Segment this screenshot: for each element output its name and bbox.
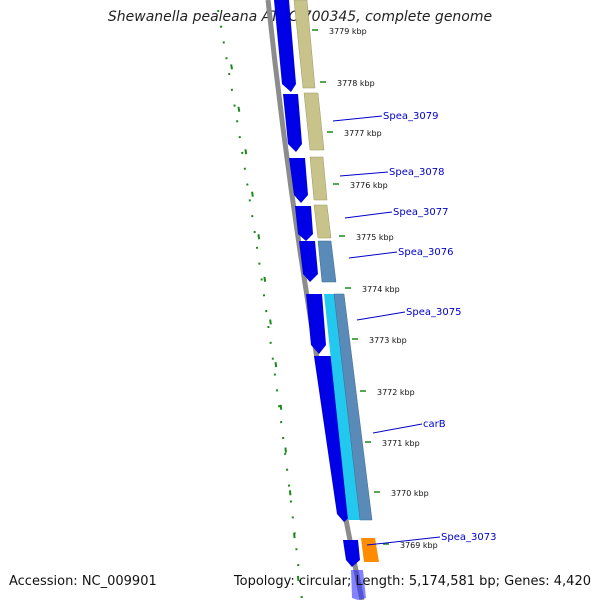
- tick-label: 3771 kbp: [382, 439, 420, 448]
- tick-label: 3774 kbp: [362, 285, 400, 294]
- feature-block-khaki: [309, 156, 328, 201]
- accession-text: Accession: NC_009901: [9, 574, 157, 589]
- gene-label: carB: [423, 419, 446, 430]
- scale-ticks: 3779 kbp 3778 kbp 3777 kbp 3776 kbp 3775 kbp…: [312, 27, 438, 550]
- gene-leader-line: [332, 115, 383, 122]
- gene-label: Spea_3078: [389, 167, 444, 178]
- tick-label: 3778 kbp: [337, 79, 375, 88]
- gene-leader-line: [348, 251, 398, 259]
- tick-label: 3769 kbp: [400, 541, 438, 550]
- feature-block-khaki: [313, 204, 332, 239]
- gene-leader-line: [372, 423, 423, 434]
- feature-block-khaki: [293, 0, 316, 89]
- feature-track: [293, 0, 379, 562]
- gene-label: Spea_3073: [441, 532, 496, 543]
- gene-leader-line: [366, 536, 441, 546]
- gene-leader-line: [356, 311, 406, 321]
- cds-arrow: [314, 356, 353, 522]
- tick-label: 3777 kbp: [344, 129, 382, 138]
- gene-label: Spea_3075: [406, 307, 461, 318]
- cds-arrow: [299, 241, 318, 282]
- feature-block-steel: [333, 293, 373, 521]
- genome-summary-text: Topology: circular; Length: 5,174,581 bp…: [233, 574, 591, 589]
- feature-block-steel: [317, 240, 337, 283]
- gc-content-track: [217, 9, 303, 600]
- tick-label: 3772 kbp: [377, 388, 415, 397]
- cds-arrow: [274, 0, 296, 92]
- cds-arrow: [306, 294, 326, 354]
- tick-label: 3775 kbp: [356, 233, 394, 242]
- tick-label: 3773 kbp: [369, 336, 407, 345]
- feature-block-khaki: [303, 92, 325, 151]
- feature-block-orange: [361, 538, 379, 562]
- gene-leader-line: [339, 171, 389, 177]
- gene-label: Spea_3076: [398, 247, 453, 258]
- gene-leader-line: [344, 211, 393, 219]
- forward-cds-track: [274, 0, 366, 600]
- feature-block-cyan: [324, 294, 360, 520]
- cds-arrow: [295, 206, 313, 241]
- gene-labels: Spea_3079 Spea_3078 Spea_3077 Spea_3076 Spea…: [332, 111, 496, 546]
- gene-label: Spea_3079: [383, 111, 438, 122]
- tick-label: 3776 kbp: [350, 181, 388, 190]
- cds-arrow: [351, 570, 366, 600]
- cds-arrow: [283, 94, 302, 152]
- gene-label: Spea_3077: [393, 207, 448, 218]
- cds-arrow: [289, 158, 308, 203]
- tick-label: 3779 kbp: [329, 27, 367, 36]
- cds-arrow: [343, 540, 360, 567]
- tick-label: 3770 kbp: [391, 489, 429, 498]
